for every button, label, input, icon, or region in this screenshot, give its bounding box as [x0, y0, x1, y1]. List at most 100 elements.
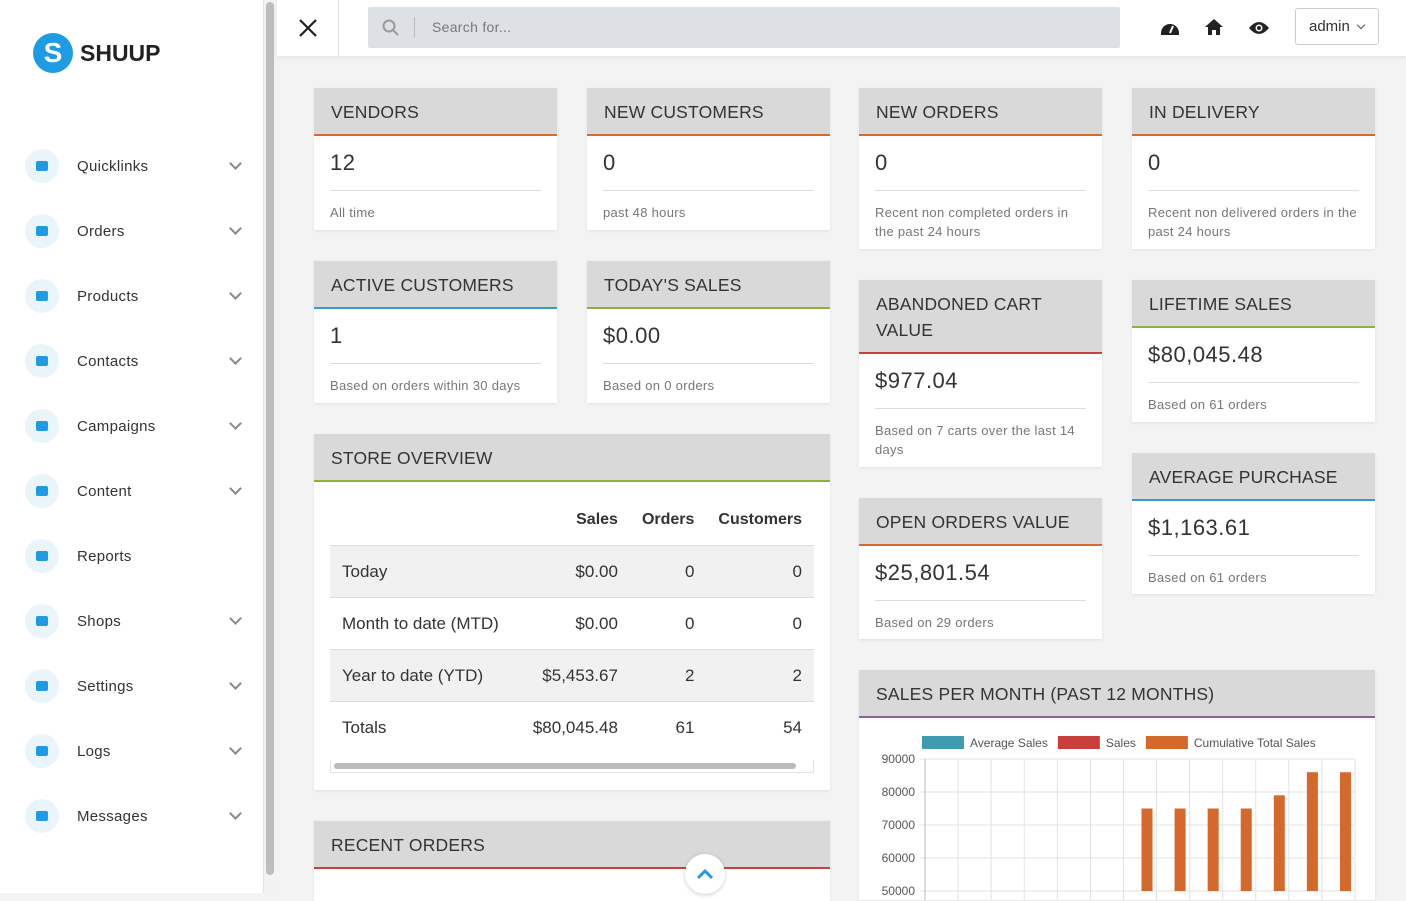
card-description: past 48 hours: [603, 205, 686, 220]
search-bar[interactable]: Search for...: [368, 7, 1120, 48]
legend-swatch: [922, 736, 964, 749]
topbar: Search for... admin: [277, 0, 1406, 56]
table-row: Year to date (YTD) $5,453.67 2 2: [330, 649, 814, 702]
card-header: SALES PER MONTH (PAST 12 MONTHS): [859, 670, 1375, 718]
menu-item[interactable]: Messages: [25, 798, 242, 834]
chevron: [229, 482, 242, 495]
table-cell: 0: [792, 561, 802, 581]
menu-label: Orders: [77, 222, 125, 240]
y-tick-label: 60000: [882, 851, 916, 865]
stat-card: TODAY'S SALES $0.00 Based on 0 orders: [587, 261, 830, 403]
menu-item[interactable]: Contacts: [25, 343, 242, 379]
scroll-thumb[interactable]: [266, 2, 274, 875]
view-icon[interactable]: [1248, 20, 1270, 36]
stat-card: NEW ORDERS 0 Recent non completed orders i…: [859, 88, 1102, 249]
card-header: ACTIVE CUSTOMERS: [314, 261, 557, 309]
menu-icon: [25, 344, 59, 378]
card-description: Based on 61 orders: [1148, 397, 1267, 412]
home-icon[interactable]: [1204, 18, 1224, 36]
chevron: [229, 807, 242, 820]
menu-icon: [25, 539, 59, 573]
menu-item[interactable]: Logs: [25, 733, 242, 769]
menu-item[interactable]: Quicklinks: [25, 148, 242, 184]
table-row: Today $0.00 0 0: [330, 545, 814, 598]
card-header: IN DELIVERY: [1132, 88, 1375, 136]
card-header: ABANDONED CART VALUE: [859, 280, 1102, 354]
card-description: Based on orders within 30 days: [330, 378, 521, 393]
menu-item[interactable]: Reports: [25, 538, 240, 574]
y-tick-label: 70000: [882, 818, 916, 832]
table-cell: Year to date (YTD): [342, 665, 484, 685]
table-cell: 0: [684, 561, 695, 581]
search-placeholder: Search for...: [432, 19, 512, 35]
menu-label: Content: [77, 482, 132, 500]
menu-item[interactable]: Shops: [25, 603, 242, 639]
legend-swatch: [1057, 736, 1100, 749]
stat-card: VENDORS 12 All time: [314, 88, 557, 230]
menu-label: Messages: [77, 807, 148, 825]
menu-item[interactable]: Content: [25, 473, 242, 509]
icon-glyph: [36, 421, 48, 431]
icon-glyph: [36, 616, 48, 626]
bar: [1306, 772, 1318, 891]
overview-table: Sales Orders Customers Today $0.00 0 0 Month to…: [330, 494, 814, 753]
menu-item[interactable]: Campaigns: [25, 408, 242, 444]
bar: [1174, 808, 1186, 891]
table-cell: Month to date (MTD): [342, 613, 499, 633]
card-header: RECENT ORDERS: [314, 821, 830, 869]
menu-label: Reports: [77, 547, 132, 565]
search-icon: [382, 19, 399, 36]
menu-label: Contacts: [77, 352, 139, 370]
table-cell: 0: [792, 613, 802, 633]
dashboard-icon[interactable]: [1160, 19, 1180, 37]
divider: [338, 0, 339, 56]
bar: [1141, 808, 1153, 891]
card-value: $977.04: [875, 368, 1086, 409]
table-row: Totals $80,045.48 61 54: [330, 701, 814, 754]
icon-glyph: [36, 746, 48, 756]
icon-glyph: [36, 811, 48, 821]
table-cell: 61: [675, 717, 695, 737]
scroll-top-button[interactable]: [685, 854, 725, 894]
table-cell: Totals: [342, 717, 387, 737]
card-description: Based on 61 orders: [1148, 570, 1267, 585]
chevron: [229, 287, 242, 300]
icon-glyph: [36, 551, 48, 561]
logo-icon: S: [33, 33, 73, 73]
recent-orders-card: RECENT ORDERS: [314, 821, 830, 901]
menu-label: Quicklinks: [77, 157, 149, 175]
table-cell: 54: [783, 717, 802, 737]
chevron: [229, 417, 242, 430]
legend-label: Cumulative Total Sales: [1194, 736, 1316, 750]
store-overview-card: STORE OVERVIEW Sales Orders Customers Today…: [314, 434, 830, 790]
menu-item[interactable]: Settings: [25, 668, 242, 704]
card-value: $80,045.48: [1148, 342, 1359, 383]
stat-card: IN DELIVERY 0 Recent non delivered orders …: [1132, 88, 1375, 249]
table-cell: $0.00: [575, 561, 618, 581]
menu-item[interactable]: Orders: [25, 213, 242, 249]
legend-swatch: [1145, 736, 1188, 749]
icon-glyph: [36, 486, 48, 496]
menu-icon: [25, 734, 59, 768]
legend-label: Sales: [1106, 736, 1136, 750]
table-cell: $0.00: [575, 613, 618, 633]
h-scrollbar[interactable]: [330, 760, 814, 773]
stat-card: ABANDONED CART VALUE $977.04 Based on 7 ca…: [859, 280, 1102, 467]
menu-label: Settings: [77, 677, 134, 695]
menu-label: Logs: [77, 742, 111, 760]
menu-item[interactable]: Products: [25, 278, 242, 314]
user-menu[interactable]: admin: [1295, 8, 1379, 45]
chevron: [229, 352, 242, 365]
card-value: 1: [330, 323, 541, 364]
y-tick-label: 80000: [882, 785, 916, 799]
stat-card: NEW CUSTOMERS 0 past 48 hours: [587, 88, 830, 230]
card-header: NEW ORDERS: [859, 88, 1102, 136]
close-button[interactable]: [297, 17, 319, 39]
card-description: All time: [330, 205, 376, 220]
menu-icon: [25, 279, 59, 313]
menu-icon: [25, 214, 59, 248]
menu-icon: [25, 669, 59, 703]
scroll-thumb[interactable]: [334, 763, 796, 769]
bar: [1273, 795, 1285, 891]
table-cell: Today: [342, 561, 388, 581]
